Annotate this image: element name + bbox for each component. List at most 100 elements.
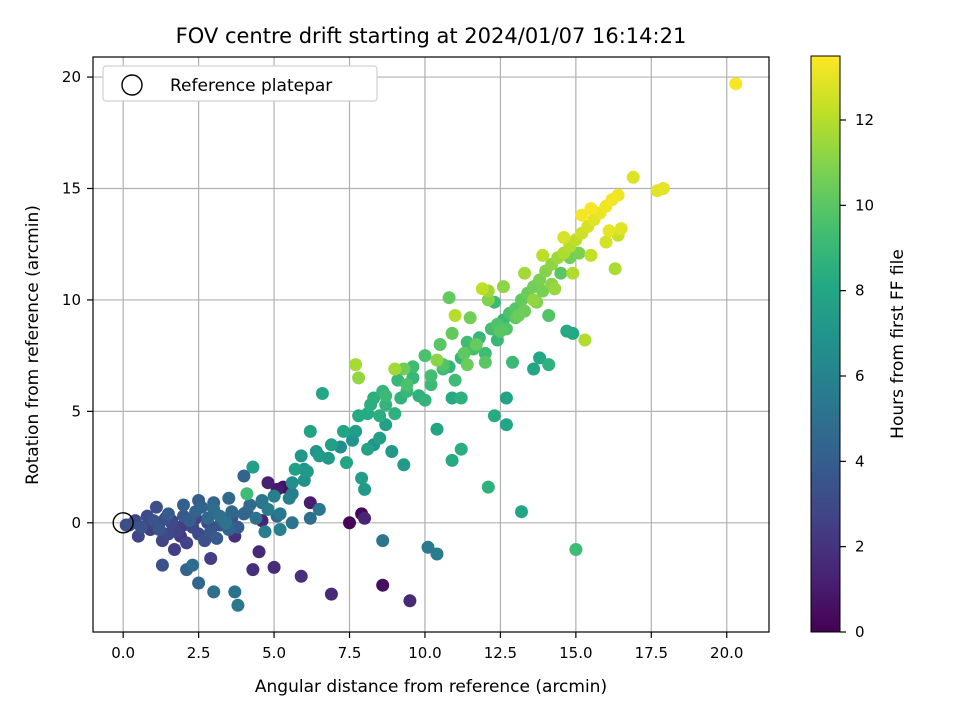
- data-point: [246, 563, 260, 577]
- legend: Reference platepar: [102, 65, 378, 102]
- y-axis-label: Rotation from reference (arcmin): [23, 205, 43, 485]
- data-point: [578, 333, 592, 347]
- data-point: [361, 442, 375, 456]
- data-point: [388, 362, 402, 376]
- data-point: [285, 476, 299, 490]
- data-point: [481, 480, 495, 494]
- data-point: [572, 246, 586, 260]
- colorbar-tick-label: 0: [855, 623, 865, 641]
- data-point: [373, 431, 387, 445]
- data-point: [454, 442, 468, 456]
- legend-reference-marker: [121, 74, 143, 96]
- data-point: [430, 422, 444, 436]
- data-point: [487, 409, 501, 423]
- legend-reference-label: Reference platepar: [170, 76, 332, 96]
- data-point: [376, 534, 390, 548]
- colorbar-tick-label: 6: [855, 367, 865, 385]
- data-point: [533, 351, 547, 365]
- data-point: [397, 458, 411, 472]
- data-point: [207, 585, 221, 599]
- colorbar-ticks: 0 2 4 6 8 10 12: [840, 111, 874, 641]
- data-point: [421, 540, 435, 554]
- x-tick-label: 17.5: [635, 644, 668, 662]
- data-point: [379, 398, 393, 412]
- y-tick-label: 20: [62, 68, 81, 86]
- data-point: [155, 558, 169, 572]
- data-point: [122, 518, 136, 532]
- data-points: [112, 77, 743, 612]
- data-point: [352, 409, 366, 423]
- data-point: [569, 543, 583, 556]
- data-point: [499, 391, 513, 405]
- data-point: [445, 391, 459, 405]
- data-point: [177, 498, 190, 512]
- data-point: [499, 418, 513, 432]
- data-point: [536, 284, 550, 298]
- data-point: [373, 409, 387, 423]
- data-point: [246, 460, 260, 474]
- data-point: [168, 543, 181, 556]
- data-point: [294, 569, 308, 583]
- data-point: [448, 373, 462, 387]
- data-point: [493, 324, 507, 338]
- data-point: [430, 353, 444, 367]
- x-tick-label: 5.0: [262, 644, 286, 662]
- data-point: [608, 262, 622, 276]
- data-point: [228, 585, 242, 599]
- data-point: [243, 498, 257, 512]
- data-point: [388, 407, 402, 421]
- data-point: [626, 170, 640, 184]
- data-point: [180, 536, 194, 550]
- data-point: [349, 358, 363, 372]
- data-point: [258, 525, 272, 539]
- y-tick-label: 10: [62, 291, 81, 309]
- colorbar-tick-label: 2: [855, 538, 865, 556]
- data-point: [210, 531, 224, 545]
- data-point: [149, 500, 163, 514]
- data-point: [152, 523, 166, 536]
- colorbar-tick-label: 10: [855, 196, 874, 214]
- colorbar-gradient: [810, 55, 841, 633]
- data-point: [536, 248, 550, 262]
- data-point: [294, 449, 308, 463]
- data-point: [518, 266, 532, 280]
- data-point: [424, 369, 438, 383]
- data-point: [463, 311, 477, 325]
- data-point: [397, 362, 411, 376]
- data-point: [252, 545, 266, 559]
- data-point: [324, 438, 338, 452]
- data-point: [560, 324, 574, 338]
- data-point: [303, 496, 317, 510]
- data-point: [557, 231, 571, 244]
- colorbar-tick-label: 8: [855, 282, 865, 300]
- data-point: [261, 476, 275, 490]
- data-point: [303, 424, 317, 438]
- y-tick-label: 15: [62, 179, 81, 197]
- data-point: [288, 462, 302, 476]
- data-point: [614, 222, 628, 236]
- data-point: [192, 576, 206, 590]
- data-point: [542, 309, 556, 322]
- data-point: [496, 280, 510, 294]
- data-point: [605, 193, 619, 207]
- data-point: [584, 202, 598, 216]
- data-point: [312, 502, 326, 516]
- x-tick-label: 2.5: [187, 644, 211, 662]
- y-tick-label: 0: [71, 514, 81, 532]
- chart-title: FOV centre drift starting at 2024/01/07 …: [176, 24, 687, 48]
- x-tick-label: 20.0: [710, 644, 743, 662]
- x-tick-label: 0.0: [111, 644, 135, 662]
- axis-ticks: 0.0 2.5 5.0 7.5 10.0 12.5 15.0 17.5 20.0 0 5 10 15 20: [62, 68, 744, 662]
- x-tick-label: 12.5: [484, 644, 517, 662]
- data-point: [515, 505, 528, 519]
- data-point: [584, 248, 598, 262]
- data-point: [554, 266, 568, 280]
- data-point: [445, 326, 459, 340]
- data-point: [261, 502, 275, 516]
- data-point: [433, 338, 447, 351]
- legend-box: [102, 65, 378, 102]
- data-point: [518, 304, 532, 318]
- data-point: [542, 358, 556, 372]
- data-point: [337, 424, 350, 438]
